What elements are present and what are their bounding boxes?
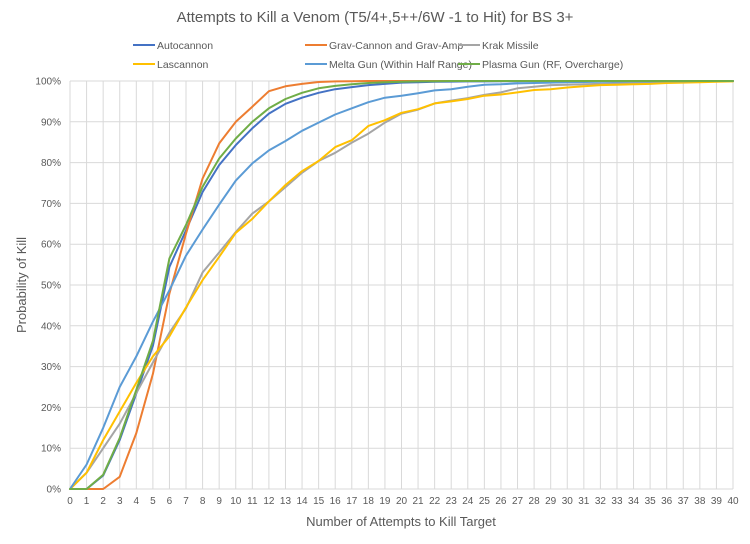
x-tick-label: 0 [67, 496, 73, 507]
y-tick-label: 70% [41, 199, 61, 210]
x-tick-label: 14 [296, 496, 308, 507]
x-tick-label: 22 [429, 496, 441, 507]
x-tick-label: 32 [595, 496, 607, 507]
y-tick-label: 100% [35, 77, 61, 88]
x-tick-label: 28 [529, 496, 541, 507]
x-tick-label: 23 [446, 496, 458, 507]
legend-item: Krak Missile [458, 40, 539, 52]
x-tick-label: 30 [562, 496, 574, 507]
x-tick-label: 34 [628, 496, 640, 507]
legend-label: Lascannon [157, 59, 209, 71]
x-axis-title: Number of Attempts to Kill Target [306, 514, 496, 529]
legend-item: Lascannon [133, 59, 209, 71]
x-tick-label: 27 [512, 496, 524, 507]
x-tick-label: 20 [396, 496, 408, 507]
x-tick-label: 18 [363, 496, 375, 507]
x-tick-label: 6 [167, 496, 173, 507]
x-tick-label: 15 [313, 496, 325, 507]
y-tick-label: 90% [41, 117, 61, 128]
x-tick-label: 2 [100, 496, 106, 507]
x-tick-label: 21 [413, 496, 425, 507]
legend-label: Plasma Gun (RF, Overcharge) [482, 59, 623, 71]
y-tick-label: 30% [41, 362, 61, 373]
legend-label: Autocannon [157, 40, 213, 52]
x-tick-label: 33 [611, 496, 623, 507]
x-tick-label: 29 [545, 496, 557, 507]
x-tick-label: 37 [678, 496, 690, 507]
y-tick-label: 80% [41, 158, 61, 169]
y-tick-label: 10% [41, 444, 61, 455]
x-tick-label: 24 [462, 496, 474, 507]
x-tick-label: 9 [216, 496, 222, 507]
x-tick-label: 39 [711, 496, 723, 507]
x-tick-label: 40 [727, 496, 739, 507]
legend-label: Grav-Cannon and Grav-Amp [329, 40, 463, 52]
x-axis-ticks: 0 1 2 3 4 5 6 7 8 9 10 11 12 13 14 15 16 17 18 19 20 21 22 23 24… [67, 496, 739, 507]
x-tick-label: 16 [330, 496, 342, 507]
plot-area [69, 80, 734, 490]
y-tick-label: 20% [41, 403, 61, 414]
y-axis-ticks: 0% 10% 20% 30% 40% 50% 60% 70% 80% 90% 100% [35, 77, 61, 496]
y-tick-label: 0% [47, 485, 62, 496]
x-tick-label: 31 [578, 496, 590, 507]
x-tick-label: 12 [263, 496, 275, 507]
legend: Autocannon Grav-Cannon and Grav-Amp Krak M… [133, 40, 623, 71]
x-tick-label: 19 [379, 496, 391, 507]
y-axis-title: Probability of Kill [14, 237, 29, 333]
legend-item: Melta Gun (Within Half Range) [305, 59, 472, 71]
legend-label: Melta Gun (Within Half Range) [329, 59, 472, 71]
legend-label: Krak Missile [482, 40, 539, 52]
x-tick-label: 1 [84, 496, 90, 507]
x-tick-label: 5 [150, 496, 156, 507]
x-tick-label: 35 [645, 496, 657, 507]
x-tick-label: 8 [200, 496, 206, 507]
gridlines [69, 80, 734, 490]
y-tick-label: 60% [41, 240, 61, 251]
x-tick-label: 36 [661, 496, 673, 507]
x-tick-label: 11 [247, 496, 258, 507]
legend-item: Grav-Cannon and Grav-Amp [305, 40, 463, 52]
series-line-lascannon [69, 80, 734, 490]
y-tick-label: 50% [41, 281, 61, 292]
x-tick-label: 7 [183, 496, 189, 507]
x-tick-label: 17 [346, 496, 358, 507]
x-tick-label: 10 [230, 496, 242, 507]
y-tick-label: 40% [41, 321, 61, 332]
x-tick-label: 4 [134, 496, 140, 507]
legend-item: Autocannon [133, 40, 213, 52]
chart-title: Attempts to Kill a Venom (T5/4+,5++/6W -… [177, 9, 574, 26]
x-tick-label: 25 [479, 496, 491, 507]
series-line-plasma-gun-rf-overcharge [69, 80, 734, 490]
x-tick-label: 26 [495, 496, 507, 507]
x-tick-label: 3 [117, 496, 123, 507]
legend-item: Plasma Gun (RF, Overcharge) [458, 59, 623, 71]
x-tick-label: 38 [694, 496, 706, 507]
x-tick-label: 13 [280, 496, 292, 507]
